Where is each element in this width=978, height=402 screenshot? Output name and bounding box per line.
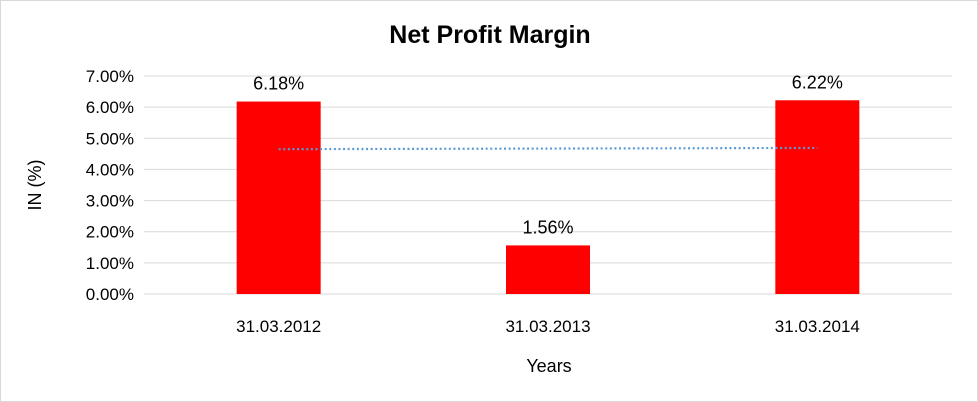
- y-axis-ticks: 0.00% 1.00% 2.00% 3.00% 4.00% 5.00% 6.00% 7.00%: [86, 67, 134, 304]
- y-axis-label: IN (%): [25, 160, 45, 211]
- y-tick-label: 2.00%: [86, 223, 134, 242]
- x-tick-label: 31.03.2014: [775, 317, 860, 336]
- x-tick-label: 31.03.2013: [505, 317, 590, 336]
- y-tick-label: 6.00%: [86, 98, 134, 117]
- data-label: 6.18%: [253, 74, 304, 94]
- y-tick-label: 1.00%: [86, 254, 134, 273]
- x-axis-ticks: 31.03.2012 31.03.2013 31.03.2014: [236, 317, 860, 336]
- bar: [236, 101, 321, 294]
- y-tick-label: 0.00%: [86, 285, 134, 304]
- chart-title: Net Profit Margin: [389, 21, 590, 49]
- y-tick-label: 3.00%: [86, 192, 134, 211]
- y-tick-label: 5.00%: [86, 129, 134, 148]
- trendline-group: [278, 146, 818, 151]
- data-labels: 6.18% 1.56% 6.22%: [253, 72, 843, 237]
- y-tick-label: 7.00%: [86, 67, 134, 86]
- y-tick-label: 4.00%: [86, 160, 134, 179]
- x-tick-label: 31.03.2012: [236, 317, 321, 336]
- x-axis-label: Years: [526, 356, 571, 376]
- data-label: 6.22%: [792, 72, 843, 92]
- bar: [506, 245, 590, 294]
- data-label: 1.56%: [522, 217, 573, 237]
- bars: [236, 100, 860, 294]
- bar: [775, 100, 860, 294]
- trendline: [278, 146, 818, 151]
